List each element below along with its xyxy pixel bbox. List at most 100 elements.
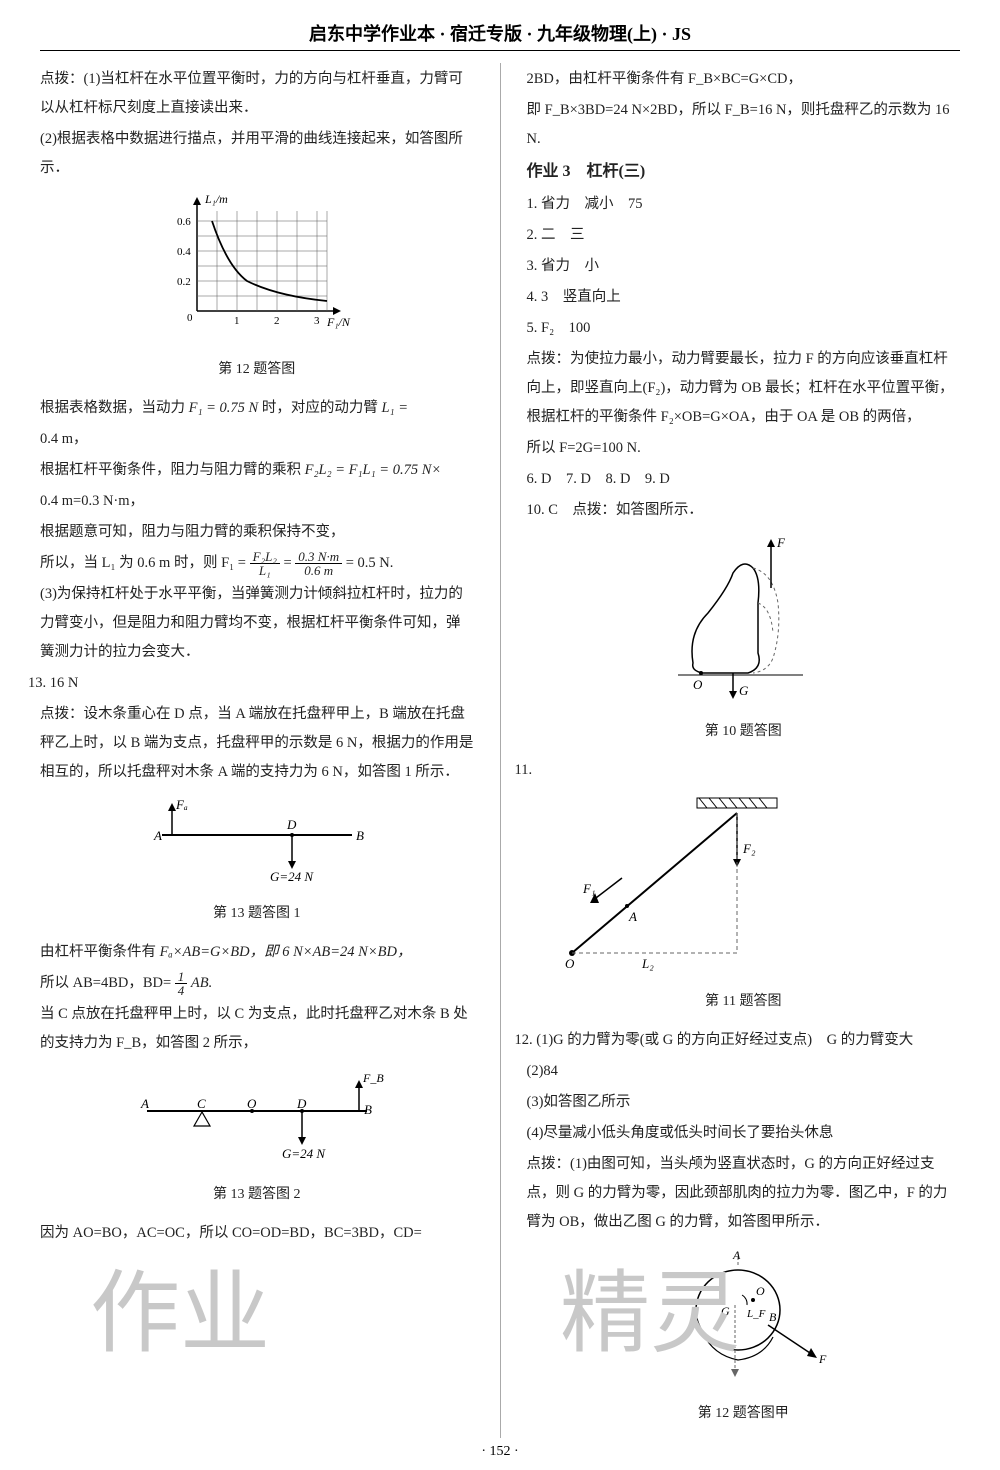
- t: 由杠杆平衡条件有: [40, 944, 160, 960]
- left-p4c: 0.4 m=0.3 N·m，: [40, 487, 474, 516]
- fig12-y2: 0.4: [177, 246, 191, 258]
- fig10-cap: 第 10 题答图: [527, 718, 961, 746]
- t: 根据表格数据，当动力: [40, 400, 189, 416]
- q12d: (4)尽量减小低头角度或低头时间长了要抬头休息: [527, 1119, 961, 1148]
- r-p1: 2BD，由杠杆平衡条件有 F_B×BC=G×CD，: [527, 65, 961, 94]
- a5: 5. F₂ 100: [527, 314, 961, 343]
- fig10: F O G: [527, 533, 961, 714]
- lbl: C: [197, 1096, 206, 1111]
- fig12-y0: 0: [187, 312, 193, 324]
- left-p7: (3)为保持杠杆处于水平平衡，当弹簧测力计倾斜拉杠杆时，拉力的力臂变小，但是阻力…: [40, 580, 474, 667]
- left-p9: 由杠杆平衡条件有 Fₐ×AB=G×BD，即 6 N×AB=24 N×BD，: [40, 938, 474, 967]
- right-column: 2BD，由杠杆平衡条件有 F_B×BC=G×CD， 即 F_B×3BD=24 N…: [527, 63, 961, 1438]
- fig11-cap: 第 11 题答图: [527, 988, 961, 1016]
- fig12b-cap: 第 12 题答图甲: [527, 1400, 961, 1428]
- lbl: F: [776, 535, 786, 550]
- a3: 3. 省力 小: [527, 252, 961, 281]
- column-divider: [500, 63, 501, 1438]
- t: L₁: [250, 564, 280, 577]
- lbl: B: [364, 1102, 372, 1117]
- a6: 6. D 7. D 8. D 9. D: [527, 465, 961, 494]
- q13: 13. 16 N: [28, 669, 474, 698]
- lbl: D: [296, 1096, 307, 1111]
- r-p4: 所以 F=2G=100 N.: [527, 434, 961, 463]
- lbl: F₂: [742, 841, 756, 856]
- lbl: G: [721, 1304, 730, 1318]
- left-p2: (2)根据表格中数据进行描点，并用平滑的曲线连接起来，如答图所示．: [40, 125, 474, 183]
- t: = 0.5 N.: [346, 555, 394, 571]
- lbl: L₂: [641, 956, 654, 971]
- t: =: [283, 555, 295, 571]
- fig13-2-cap: 第 13 题答图 2: [40, 1181, 474, 1209]
- lbl: F_B: [362, 1071, 384, 1085]
- left-p1: 点拨：(1)当杠杆在水平位置平衡时，力的方向与杠杆垂直，力臂可以从杠杆标尺刻度上…: [40, 65, 474, 123]
- header-underline: [40, 50, 960, 51]
- lbl: O: [756, 1284, 765, 1298]
- a11: 11.: [515, 756, 961, 785]
- left-p10: 所以 AB=4BD，BD= 14 AB.: [40, 969, 474, 998]
- t: 0.6 m: [295, 564, 342, 577]
- lbl: O: [247, 1096, 257, 1111]
- t: 所以，当 L₁ 为 0.6 m 时，则 F₁ =: [40, 555, 250, 571]
- fig12-xlabel: F₁/N: [326, 315, 351, 329]
- a4: 4. 3 竖直向上: [527, 283, 961, 312]
- t: 时，对应的动力臂: [262, 400, 382, 416]
- r-p2: 即 F_B×3BD=24 N×2BD，所以 F_B=16 N，则托盘秤乙的示数为…: [527, 96, 961, 154]
- left-p6: 所以，当 L₁ 为 0.6 m 时，则 F₁ = F₂L₂L₁ = 0.3 N·…: [40, 549, 474, 578]
- left-p5: 根据题意可知，阻力与阻力臂的乘积保持不变，: [40, 518, 474, 547]
- lbl: G: [739, 683, 749, 698]
- left-p12: 因为 AO=BO，AC=OC，所以 CO=OD=BD，BC=3BD，CD=: [40, 1219, 474, 1248]
- left-p11: 当 C 点放在托盘秤甲上时，以 C 为支点，此时托盘秤乙对木条 B 处的支持力为…: [40, 1000, 474, 1058]
- lbl: A: [153, 828, 162, 843]
- t: F₁ = 0.75 N: [189, 400, 259, 416]
- left-p4: 根据杠杆平衡条件，阻力与阻力臂的乘积 F₂L₂ = F₁L₁ = 0.75 N×: [40, 456, 474, 485]
- lbl: F₁: [582, 881, 595, 896]
- r-p5: 点拨：(1)由图可知，当头颅为竖直状态时，G 的方向正好经过支点，则 G 的力臂…: [527, 1150, 961, 1237]
- lbl: Fₐ: [175, 797, 188, 812]
- t: Fₐ×AB=G×BD，即 6 N×AB=24 N×BD，: [160, 944, 412, 960]
- page-number: · 152 ·: [40, 1444, 960, 1460]
- lbl: F: [818, 1352, 827, 1366]
- t: F₂L₂: [250, 550, 280, 564]
- a1: 1. 省力 减小 75: [527, 190, 961, 219]
- lbl: O: [565, 956, 575, 971]
- t: 所以 AB=4BD，BD=: [40, 975, 171, 991]
- lbl: G=24 N: [282, 1146, 326, 1161]
- t: 4: [175, 984, 188, 997]
- fig12-x2: 2: [274, 315, 280, 327]
- left-column: 点拨：(1)当杠杆在水平位置平衡时，力的方向与杠杆垂直，力臂可以从杠杆标尺刻度上…: [40, 63, 474, 1438]
- lbl: A: [628, 909, 637, 924]
- a10: 10. C 点拨：如答图所示．: [527, 496, 961, 525]
- lbl: G=24 N: [270, 869, 314, 884]
- fig11: F₁ F₂ O A L₂: [527, 793, 961, 984]
- q12b: (2)84: [527, 1057, 961, 1086]
- a2: 2. 二 三: [527, 221, 961, 250]
- left-p3: 根据表格数据，当动力 F₁ = 0.75 N 时，对应的动力臂 L₁ =: [40, 394, 474, 423]
- fig13-1-cap: 第 13 题答图 1: [40, 900, 474, 928]
- r-p3: 点拨：为使拉力最小，动力臂要最长，拉力 F 的方向应该垂直杠杆向上，即竖直向上(…: [527, 345, 961, 432]
- fig13-2: A C O D B F_B G=24 N: [40, 1066, 474, 1177]
- lbl: A: [732, 1248, 741, 1262]
- fig12-ylabel: L₁/m: [204, 192, 228, 206]
- t: AB.: [191, 975, 212, 991]
- left-p8: 点拨：设木条重心在 D 点，当 A 端放在托盘秤甲上，B 端放在托盘秤乙上时，以…: [40, 700, 474, 787]
- fig12-x3: 3: [314, 315, 320, 327]
- fig12-y3: 0.6: [177, 216, 191, 228]
- left-p3e: 0.4 m，: [40, 425, 474, 454]
- lbl: O: [693, 677, 703, 692]
- fig12-y1: 0.2: [177, 276, 191, 288]
- q12c: (3)如答图乙所示: [527, 1088, 961, 1117]
- t: 1: [175, 970, 188, 984]
- t: 根据杠杆平衡条件，阻力与阻力臂的乘积: [40, 462, 305, 478]
- lbl: D: [286, 817, 297, 832]
- lbl: A: [140, 1096, 149, 1111]
- lbl: L_F: [746, 1308, 766, 1320]
- t: L₁ =: [381, 400, 408, 416]
- lbl: B: [769, 1310, 777, 1324]
- t: F₂L₂ = F₁L₁ = 0.75 N×: [305, 462, 442, 478]
- fig12-chart: L₁/m F₁/N 0.6 0.4 0.2 0 1 2 3: [40, 191, 474, 352]
- fig12-caption: 第 12 题答图: [40, 356, 474, 384]
- page-header-title: 启东中学作业本 · 宿迁专版 · 九年级物理(上) · JS: [40, 20, 960, 50]
- t: 0.3 N·m: [295, 550, 342, 564]
- fig12-x1: 1: [234, 315, 240, 327]
